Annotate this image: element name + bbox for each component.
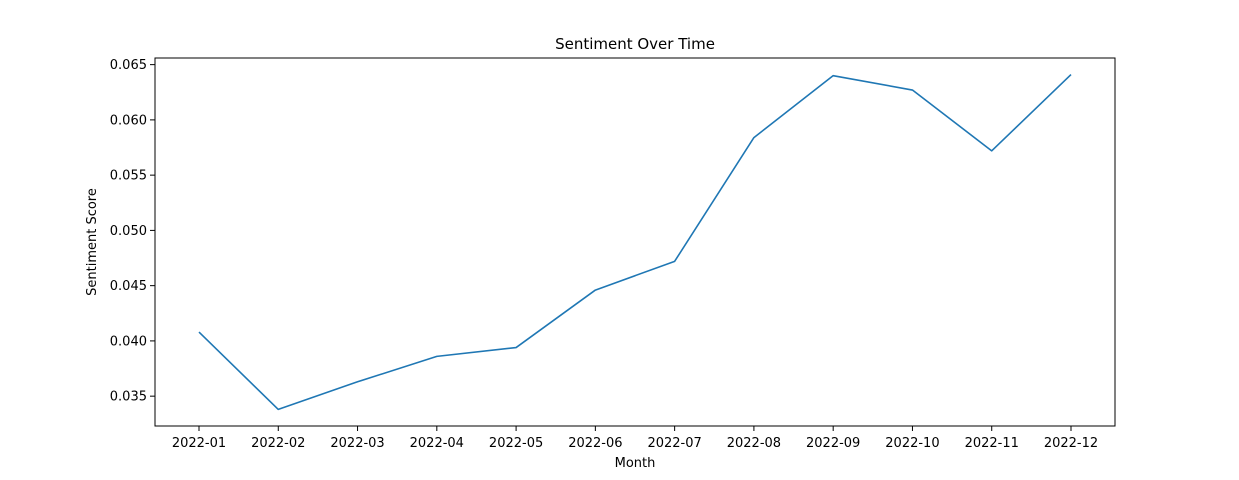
chart-title: Sentiment Over Time	[555, 35, 715, 53]
plot-frame	[154, 57, 1116, 427]
x-tick-label-2022-04: 2022-04	[410, 436, 464, 451]
x-tick-label-2022-09: 2022-09	[806, 436, 860, 451]
y-tick-label-0.035: 0.035	[110, 390, 147, 405]
y-tick-label-0.040: 0.040	[110, 334, 147, 349]
y-tick-label-0.050: 0.050	[110, 224, 147, 239]
x-tick-label-2022-11: 2022-11	[965, 436, 1019, 451]
y-axis-label: Sentiment Score	[85, 188, 100, 296]
plot-area: 2022-01 2022-02 2022-03 2022-04 2022-05 2022-…	[110, 57, 1116, 451]
y-tick-label-0.065: 0.065	[110, 58, 147, 73]
x-tick-label-2022-06: 2022-06	[568, 436, 622, 451]
x-tick-label-2022-08: 2022-08	[727, 436, 781, 451]
x-tick-label-2022-10: 2022-10	[885, 436, 939, 451]
x-tick-label-2022-07: 2022-07	[647, 436, 701, 451]
x-axis-label: Month	[615, 456, 656, 471]
x-tick-label-2022-12: 2022-12	[1044, 436, 1098, 451]
x-tick-label-2022-05: 2022-05	[489, 436, 543, 451]
y-tick-label-0.055: 0.055	[110, 169, 147, 184]
y-tick-label-0.060: 0.060	[110, 113, 147, 128]
x-tick-label-2022-03: 2022-03	[330, 436, 384, 451]
x-tick-label-2022-01: 2022-01	[172, 436, 226, 451]
y-tick-label-0.045: 0.045	[110, 279, 147, 294]
series-line-0	[198, 74, 1072, 411]
x-tick-label-2022-02: 2022-02	[251, 436, 305, 451]
